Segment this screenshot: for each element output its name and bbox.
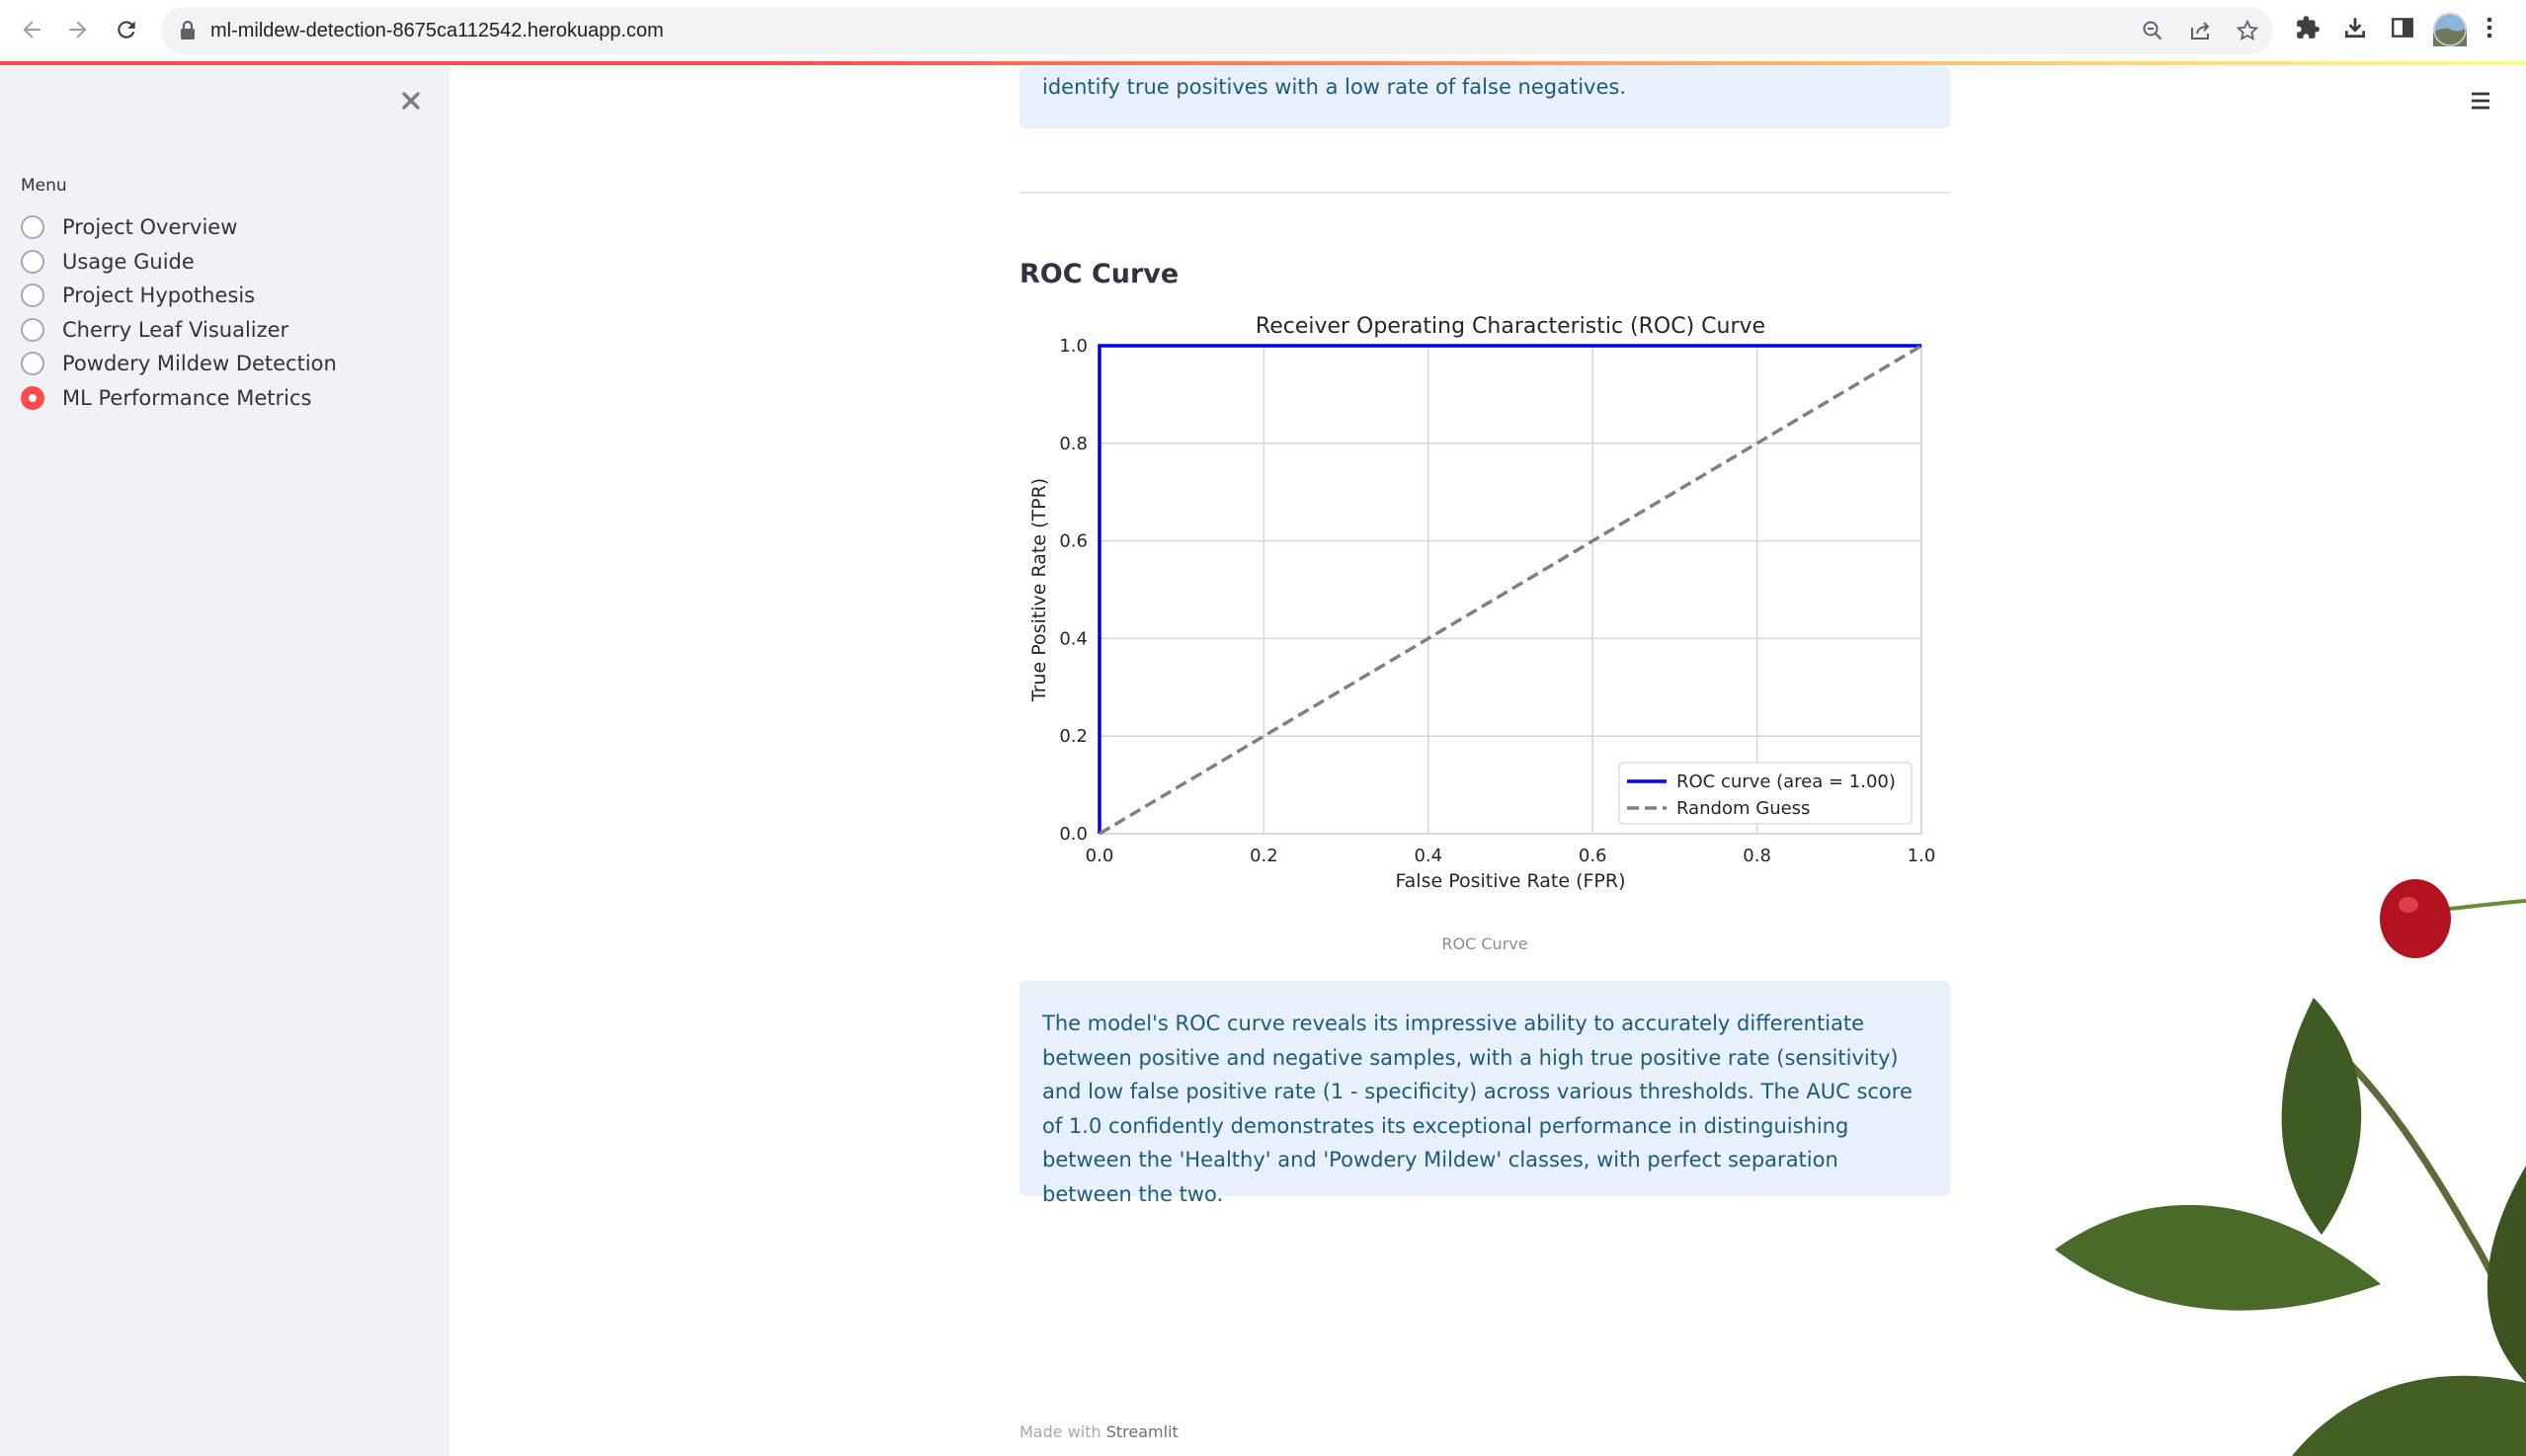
extensions-icon[interactable] <box>2295 15 2321 44</box>
radio-button[interactable] <box>21 283 44 307</box>
leaf-icon <box>2292 1375 2526 1456</box>
menu-option-powdery-mildew-detection[interactable]: Powdery Mildew Detection <box>21 347 337 380</box>
radio-button[interactable] <box>21 352 44 375</box>
x-tick-label: 0.2 <box>1250 846 1278 866</box>
legend-label-1: Random Guess <box>1676 798 1810 819</box>
cherry-icon <box>2380 879 2451 958</box>
star-icon[interactable] <box>2236 19 2259 46</box>
menu-option-label: ML Performance Metrics <box>62 386 312 410</box>
more-icon[interactable] <box>2485 15 2494 44</box>
radio-button-selected[interactable] <box>21 386 44 410</box>
chart-title: Receiver Operating Characteristic (ROC) … <box>1256 314 1765 339</box>
y-axis-label: True Positive Rate (TPR) <box>1028 478 1050 702</box>
menu-option-ml-performance-metrics[interactable]: ML Performance Metrics <box>21 381 311 415</box>
leaf-icon <box>2486 1166 2526 1383</box>
footer-prefix: Made with <box>1019 1422 1101 1441</box>
legend-box <box>1618 762 1913 825</box>
x-tick-label: 0.6 <box>1579 846 1607 866</box>
x-tick-label: 0.8 <box>1743 846 1771 866</box>
menu-option-cherry-leaf-visualizer[interactable]: Cherry Leaf Visualizer <box>21 313 288 347</box>
x-tick-label: 1.0 <box>1908 846 1936 866</box>
y-tick-label: 0.4 <box>1059 628 1088 649</box>
roc-chart-svg: 0.0 0.2 0.4 0.6 0.8 1.0 0.0 0.2 0.4 0.6 0.8 1.0 Rece… <box>1028 314 1936 892</box>
menu-option-usage-guide[interactable]: Usage Guide <box>21 245 195 279</box>
y-tick-label: 0.8 <box>1059 434 1088 454</box>
menu-option-label: Project Hypothesis <box>62 283 256 307</box>
sidebar: Menu Project Overview Usage Guide Projec… <box>0 65 449 1456</box>
info-alert-bottom: The model's ROC curve reveals its impres… <box>1019 981 1950 1206</box>
close-sidebar-icon[interactable] <box>397 87 425 115</box>
reload-icon[interactable] <box>107 10 146 49</box>
info-alert-top: identify true positives with a low rate … <box>1019 65 1950 128</box>
roc-chart: 0.0 0.2 0.4 0.6 0.8 1.0 0.0 0.2 0.4 0.6 0.8 1.0 Rece… <box>1019 296 1950 929</box>
address-bar[interactable]: ml-mildew-detection-8675ca112542.herokua… <box>161 7 2273 54</box>
y-tick-label: 0.6 <box>1059 531 1088 552</box>
info-text: The model's ROC curve reveals its impres… <box>1042 1011 1913 1206</box>
download-icon[interactable] <box>2342 15 2368 44</box>
plot-area <box>1099 345 1922 835</box>
section-divider <box>1019 192 1950 194</box>
y-tick-label: 1.0 <box>1059 336 1088 357</box>
y-tick-label: 0.0 <box>1059 824 1088 845</box>
leaf-icon <box>2281 998 2362 1235</box>
info-text: identify true positives with a low rate … <box>1042 75 1626 99</box>
section-title: ROC Curve <box>1019 259 1180 289</box>
zoom-icon[interactable] <box>2141 19 2164 46</box>
legend-label-0: ROC curve (area = 1.00) <box>1676 771 1896 792</box>
chart-caption: ROC Curve <box>1441 934 1528 953</box>
cherry-leaf-decoration <box>2055 879 2526 1456</box>
sidepanel-icon[interactable] <box>2390 15 2415 44</box>
forward-icon[interactable] <box>58 10 98 49</box>
hamburger-menu-icon[interactable] <box>2468 89 2493 117</box>
radio-button[interactable] <box>21 318 44 342</box>
share-icon[interactable] <box>2188 19 2212 46</box>
y-tick-label: 0.2 <box>1059 726 1088 747</box>
profile-avatar[interactable] <box>2433 13 2467 50</box>
menu-option-label: Powdery Mildew Detection <box>62 352 337 375</box>
menu-option-label: Project Overview <box>62 215 238 239</box>
radio-button[interactable] <box>21 215 44 239</box>
x-tick-label: 0.4 <box>1414 846 1442 866</box>
menu-option-label: Cherry Leaf Visualizer <box>62 318 289 342</box>
series-line-0 <box>1098 344 1921 834</box>
streamlit-header-decoration <box>0 61 2526 65</box>
x-tick-label: 0.0 <box>1086 846 1114 866</box>
menu-option-project-overview[interactable]: Project Overview <box>21 210 237 244</box>
menu-option-project-hypothesis[interactable]: Project Hypothesis <box>21 279 255 312</box>
leaf-icon <box>2055 1204 2381 1311</box>
footer: Made with Streamlit <box>1019 1422 1179 1441</box>
x-axis-label: False Positive Rate (FPR) <box>1395 870 1625 892</box>
back-icon[interactable] <box>12 10 51 49</box>
url-text[interactable]: ml-mildew-detection-8675ca112542.herokua… <box>210 20 664 41</box>
menu-label: Menu <box>21 176 67 196</box>
menu-option-label: Usage Guide <box>62 250 195 274</box>
lock-icon[interactable] <box>179 20 197 45</box>
browser-toolbar: ml-mildew-detection-8675ca112542.herokua… <box>0 0 2526 61</box>
radio-button[interactable] <box>21 250 44 274</box>
streamlit-link[interactable]: Streamlit <box>1105 1422 1179 1441</box>
